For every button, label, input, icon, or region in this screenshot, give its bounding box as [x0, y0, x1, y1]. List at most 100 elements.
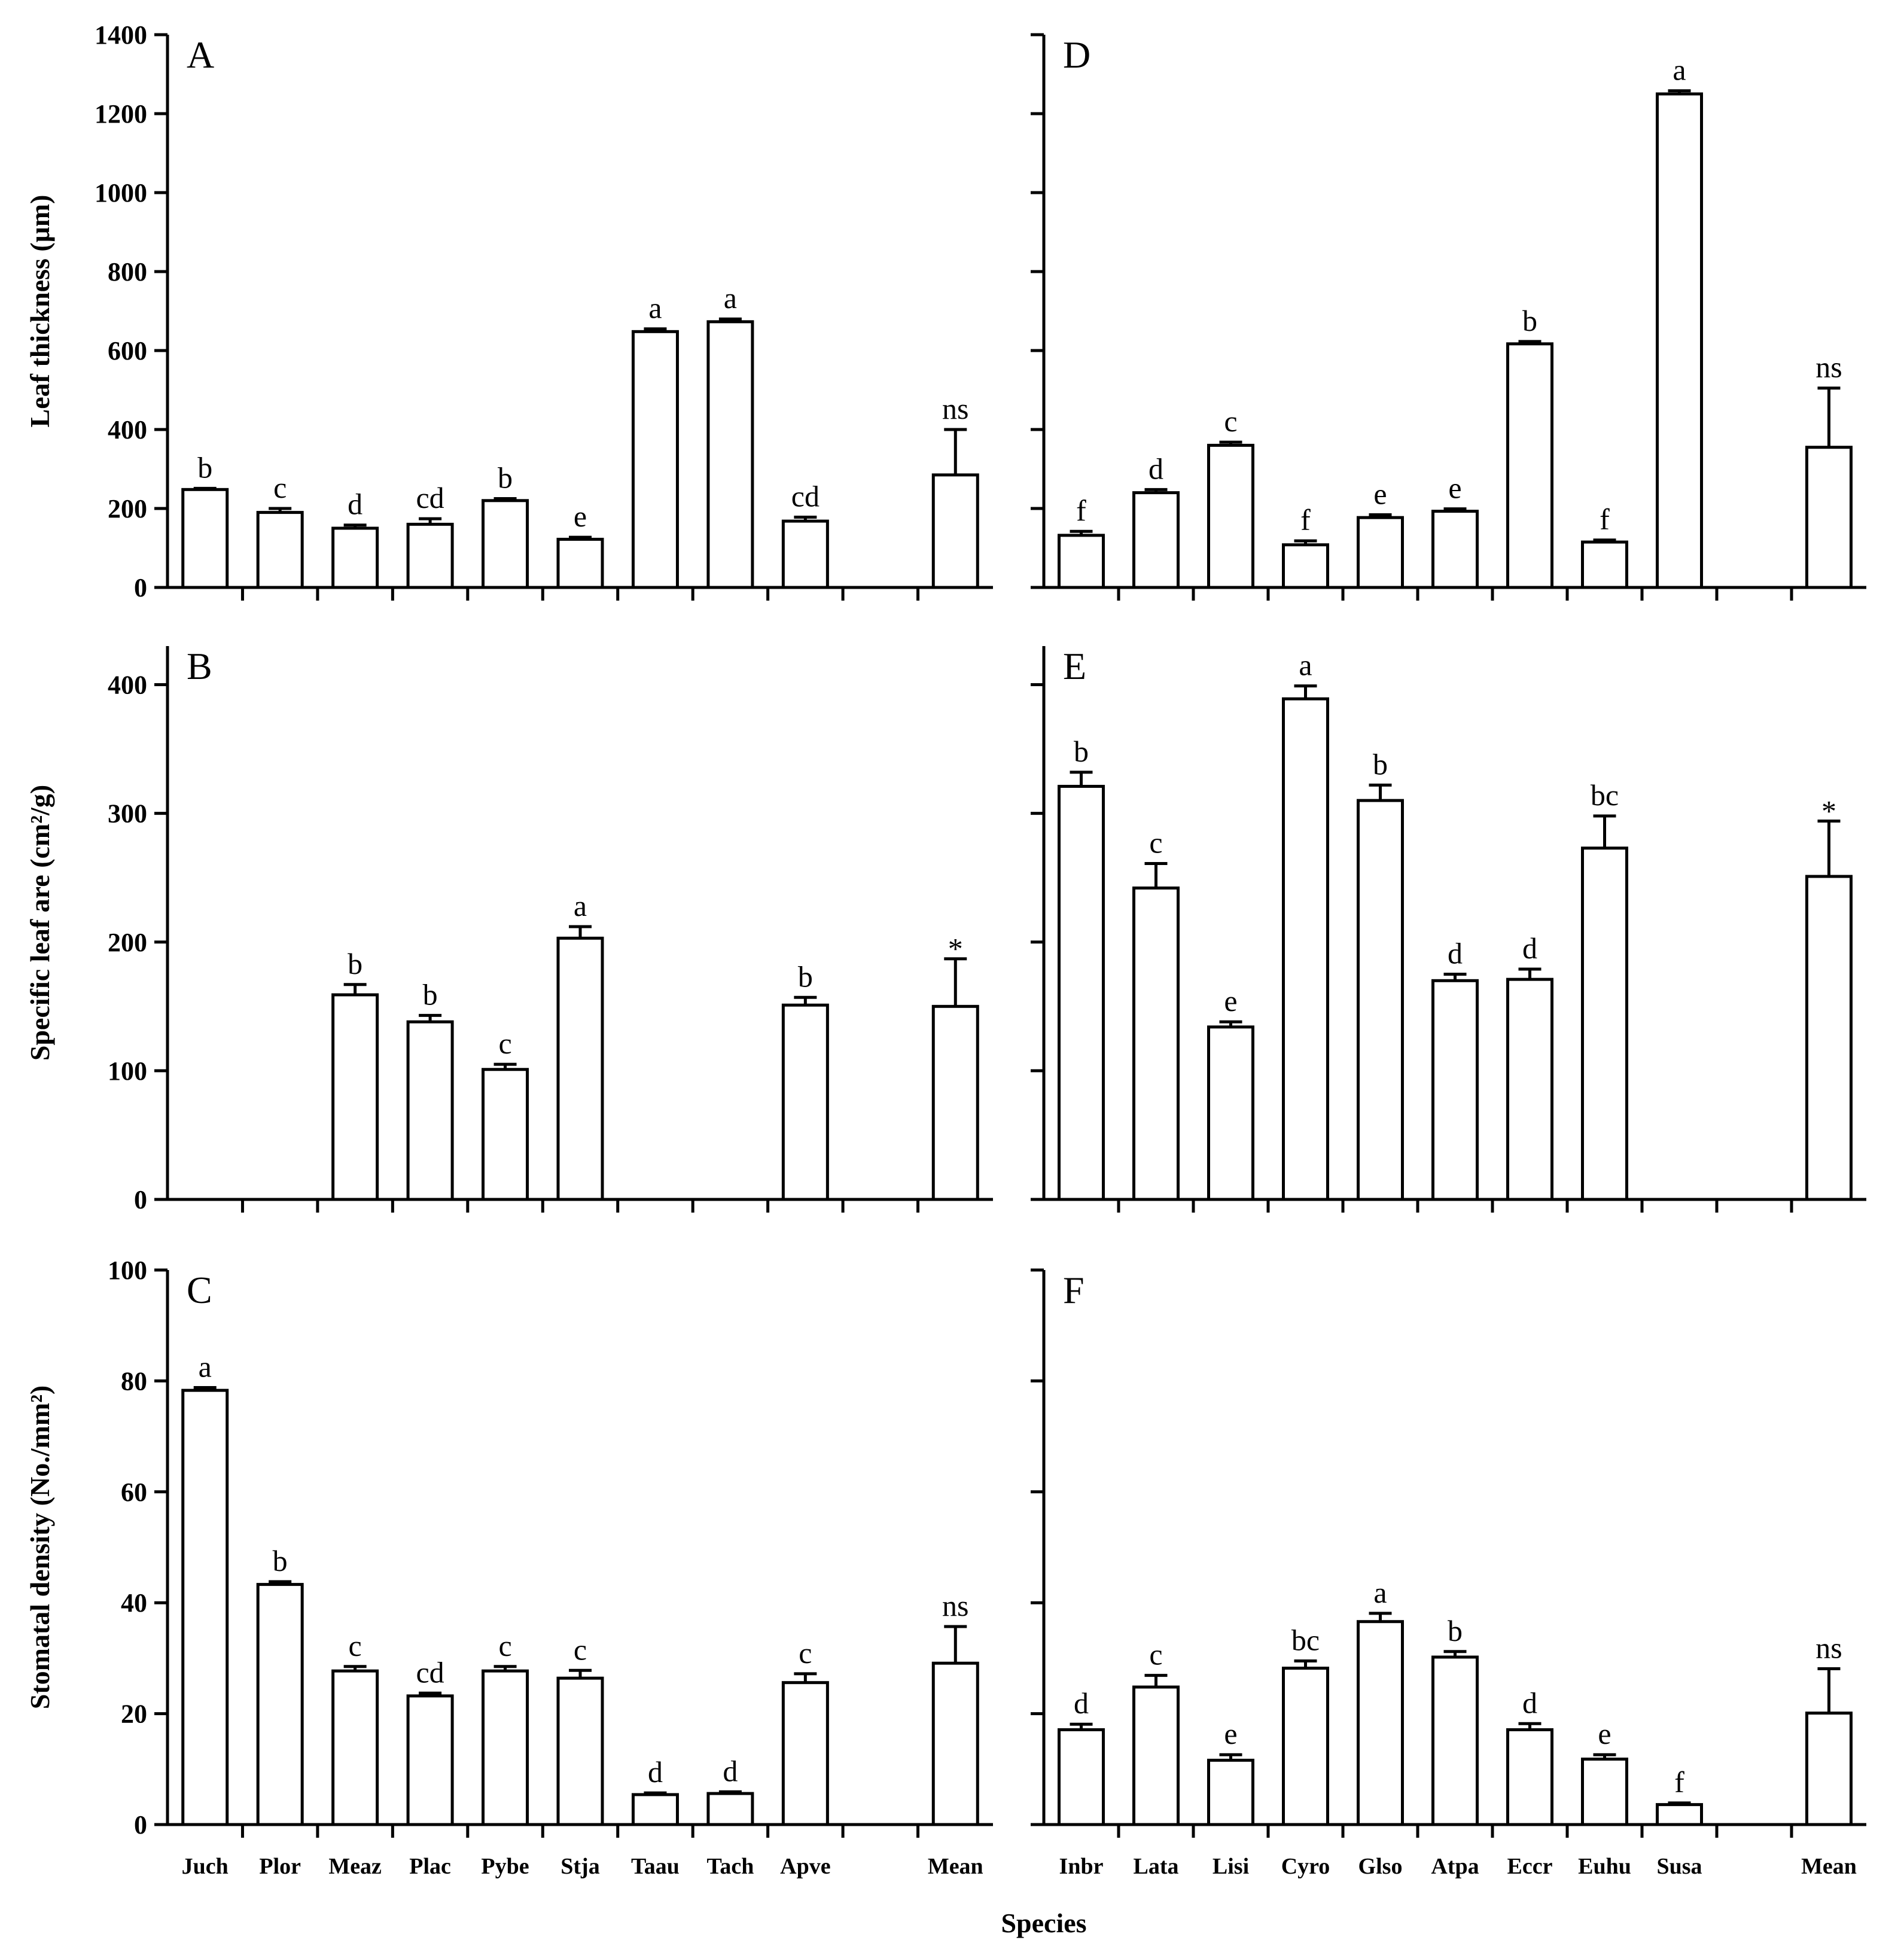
category-label: Juch — [182, 1854, 229, 1879]
bar-apve — [781, 519, 829, 589]
bar-atpa — [1431, 510, 1479, 589]
significance-label: f — [1674, 1765, 1684, 1799]
y-tick-label: 0 — [134, 1810, 147, 1840]
panel-letter: A — [187, 34, 214, 76]
significance-label: d — [1448, 937, 1463, 970]
category-label: Lisi — [1213, 1854, 1249, 1879]
category-label: Eccr — [1507, 1854, 1553, 1879]
bar-cyro — [1282, 543, 1329, 589]
bar-stja — [556, 537, 604, 589]
significance-label: e — [1598, 1717, 1611, 1750]
category-label: Pybe — [481, 1854, 529, 1879]
significance-label: b — [1448, 1614, 1463, 1647]
bar-apve — [781, 1681, 829, 1826]
bar-stja — [556, 936, 604, 1201]
significance-label: ns — [1815, 1631, 1842, 1665]
significance-label: b — [1373, 747, 1388, 781]
significance-label: bc — [1291, 1624, 1320, 1657]
bar-cyro — [1282, 697, 1329, 1201]
bar-cyro — [1282, 1667, 1329, 1826]
significance-label: c — [273, 471, 287, 504]
bar-mean — [931, 1004, 979, 1201]
bar-pybe — [482, 1669, 529, 1826]
significance-label: e — [1373, 477, 1387, 511]
bar-lisi — [1207, 1758, 1254, 1826]
y-tick-label: 60 — [121, 1478, 147, 1507]
y-tick-label: 100 — [108, 1056, 147, 1086]
significance-label: a — [724, 281, 737, 315]
bar-mean — [931, 1661, 979, 1826]
bar-glso — [1357, 1620, 1404, 1826]
significance-label: b — [197, 450, 212, 484]
significance-label: e — [1224, 984, 1237, 1018]
significance-label: cd — [791, 480, 820, 513]
y-tick-label: 200 — [108, 494, 147, 523]
bar-atpa — [1431, 1655, 1479, 1826]
bar-apve — [781, 1003, 829, 1201]
panel-c: 020406080100aJuchbPlorcMeazcdPlaccPybecS… — [25, 1256, 993, 1879]
category-label: Tach — [706, 1854, 754, 1879]
significance-label: a — [648, 291, 662, 325]
category-label: Inbr — [1059, 1854, 1104, 1879]
bar-susa — [1656, 1803, 1703, 1826]
y-tick-label: 200 — [108, 928, 147, 957]
panel-f: d Inbr c Lata e Lisi bc Cyro a Glso b Atpa d Eccr e Euh… — [1031, 1268, 1866, 1879]
y-tick-label: 300 — [108, 799, 147, 829]
significance-label: a — [1673, 53, 1686, 87]
bar-taau — [631, 330, 679, 589]
significance-label: * — [948, 932, 963, 966]
y-tick-label: 800 — [108, 257, 147, 287]
bar-glso — [1357, 799, 1404, 1201]
significance-label: f — [1076, 494, 1086, 527]
y-tick-label: 0 — [134, 573, 147, 602]
bar-eccr — [1506, 342, 1553, 589]
category-label: Meaz — [328, 1854, 382, 1879]
bar-plac — [406, 1694, 454, 1826]
bar-plor — [256, 511, 304, 589]
bar-inbr — [1058, 534, 1105, 589]
y-axis-title: Leaf thickness (μm) — [25, 195, 55, 428]
bar-plor — [256, 1583, 304, 1826]
significance-label: b — [423, 977, 438, 1011]
panel-letter: F — [1063, 1269, 1084, 1311]
significance-label: d — [1074, 1686, 1089, 1720]
bar-pybe — [482, 1068, 529, 1201]
bar-juch — [181, 1388, 229, 1826]
significance-label: d — [1522, 931, 1537, 965]
significance-label: b — [273, 1544, 288, 1577]
y-tick-label: 600 — [108, 336, 147, 366]
significance-label: cd — [416, 1655, 444, 1689]
significance-label: e — [1448, 471, 1461, 505]
bar-mean — [1805, 1711, 1853, 1826]
significance-label: d — [648, 1755, 663, 1789]
significance-label: f — [1300, 503, 1311, 537]
y-tick-label: 400 — [108, 415, 147, 444]
bar-lisi — [1207, 443, 1254, 589]
y-axis-title: Stomatal density (No./mm²) — [25, 1385, 55, 1709]
significance-label: d — [1522, 1686, 1537, 1719]
significance-label: c — [1149, 1638, 1162, 1671]
panel-letter: D — [1063, 34, 1090, 76]
y-tick-label: 80 — [121, 1366, 147, 1396]
y-tick-label: 40 — [121, 1588, 147, 1618]
significance-label: d — [1149, 452, 1163, 485]
y-tick-label: 100 — [108, 1256, 147, 1285]
bar-susa — [1656, 92, 1703, 589]
significance-label: bc — [1591, 778, 1619, 812]
y-tick-label: 0 — [134, 1185, 147, 1214]
bar-euhu — [1581, 540, 1628, 589]
significance-label: ns — [942, 1589, 968, 1622]
bar-meaz — [331, 526, 379, 589]
significance-label: a — [1299, 648, 1312, 682]
bar-lata — [1132, 491, 1180, 589]
y-axis-title: Specific leaf are (cm²/g) — [25, 785, 55, 1061]
bar-juch — [181, 488, 229, 589]
category-label: Stja — [560, 1854, 599, 1879]
bar-stja — [556, 1676, 604, 1826]
bar-lata — [1132, 1685, 1180, 1826]
bar-lata — [1132, 886, 1180, 1201]
y-tick-label: 1000 — [95, 178, 147, 208]
y-tick-label: 1200 — [95, 99, 147, 129]
